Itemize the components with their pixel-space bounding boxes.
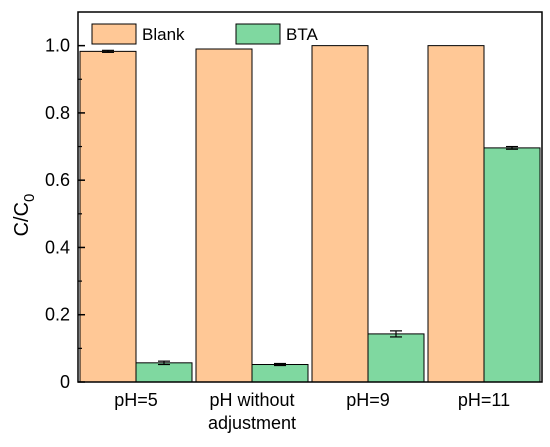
bar-blank-0 — [79, 50, 137, 383]
bar-bta-0 — [135, 362, 193, 383]
x-tick-label-2: pH=9 — [346, 390, 390, 410]
bar-bta-2 — [367, 333, 425, 383]
plot-frame — [77, 11, 543, 383]
y-axis-label-main: C/C — [11, 202, 33, 236]
y-tick-label-2: 0.4 — [45, 237, 70, 257]
axes-layer: 0 0.2 0.4 0.6 0.8 1.0 pH=5 pH without adjustment… — [45, 11, 543, 433]
x-tick-label-line: adjustment — [208, 413, 296, 433]
y-axis-label-sub: 0 — [21, 194, 38, 202]
error-bar-bta-0 — [158, 360, 170, 366]
legend-swatch — [91, 23, 137, 45]
error-bar-bta-3 — [506, 145, 518, 150]
legend-swatch — [235, 23, 281, 45]
legend-item-blank: Blank — [91, 23, 185, 45]
error-bar-bta-2 — [390, 330, 402, 338]
bar-blank-1 — [195, 48, 253, 383]
legend-label: Blank — [142, 25, 185, 44]
y-axis-label: C/C0 — [11, 194, 38, 237]
bar-bta-1 — [251, 364, 309, 383]
x-tick-label-line: pH=11 — [458, 390, 510, 410]
y-tick-label-1: 0.2 — [45, 305, 70, 325]
legend-item-bta: BTA — [235, 23, 318, 45]
error-bar-bta-1 — [274, 362, 286, 367]
bars-layer — [79, 45, 541, 383]
error-bar-blank-0 — [102, 49, 114, 53]
legend: Blank BTA — [91, 23, 318, 45]
x-tick-label-line: pH without — [209, 390, 294, 410]
y-tick-label-3: 0.6 — [45, 170, 70, 190]
y-tick-label-4: 0.8 — [45, 103, 70, 123]
bar-blank-3 — [427, 45, 485, 383]
x-tick-label-line: pH=5 — [114, 390, 158, 410]
x-tick-label-3: pH=11 — [458, 390, 510, 410]
legend-label: BTA — [286, 25, 318, 44]
bar-bta-3 — [483, 147, 541, 383]
x-tick-label-line: pH=9 — [346, 390, 390, 410]
bar-blank-2 — [311, 45, 369, 383]
y-tick-label-0: 0 — [60, 372, 70, 392]
x-tick-label-1: pH without adjustment — [208, 390, 296, 433]
x-tick-label-0: pH=5 — [114, 390, 158, 410]
y-tick-label-5: 1.0 — [45, 36, 70, 56]
